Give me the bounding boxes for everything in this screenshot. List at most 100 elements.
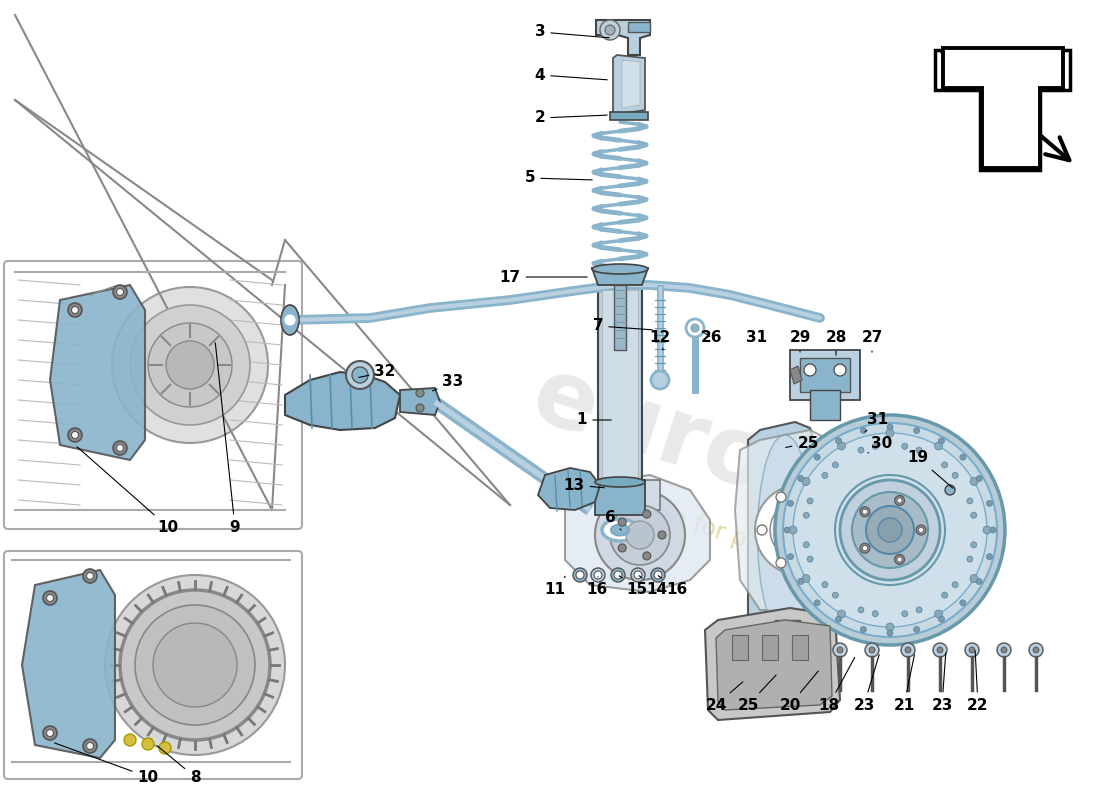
Circle shape bbox=[618, 518, 626, 526]
Circle shape bbox=[916, 607, 922, 613]
Circle shape bbox=[935, 610, 943, 618]
Ellipse shape bbox=[758, 435, 813, 635]
Circle shape bbox=[283, 313, 297, 327]
Circle shape bbox=[610, 505, 670, 565]
Circle shape bbox=[104, 575, 285, 755]
Circle shape bbox=[860, 543, 870, 554]
Circle shape bbox=[614, 571, 622, 579]
Circle shape bbox=[990, 527, 996, 533]
Circle shape bbox=[135, 605, 255, 725]
Circle shape bbox=[160, 742, 170, 754]
Circle shape bbox=[112, 287, 268, 443]
Circle shape bbox=[860, 427, 867, 434]
Circle shape bbox=[894, 554, 904, 565]
Circle shape bbox=[814, 600, 821, 606]
Circle shape bbox=[833, 525, 843, 535]
Circle shape bbox=[822, 472, 828, 478]
Circle shape bbox=[868, 453, 872, 457]
Text: 22: 22 bbox=[967, 650, 989, 713]
Polygon shape bbox=[800, 358, 850, 392]
Polygon shape bbox=[943, 48, 1063, 168]
Circle shape bbox=[117, 445, 123, 451]
Polygon shape bbox=[790, 366, 802, 384]
Circle shape bbox=[755, 485, 845, 575]
Circle shape bbox=[789, 526, 797, 534]
Circle shape bbox=[840, 480, 940, 580]
Circle shape bbox=[858, 607, 864, 613]
Circle shape bbox=[937, 647, 943, 653]
Circle shape bbox=[87, 573, 94, 579]
Ellipse shape bbox=[595, 477, 645, 487]
Circle shape bbox=[793, 433, 987, 627]
Circle shape bbox=[862, 546, 868, 550]
Text: 23: 23 bbox=[854, 654, 879, 713]
Text: 4: 4 bbox=[535, 67, 607, 82]
Circle shape bbox=[120, 590, 270, 740]
Circle shape bbox=[852, 492, 928, 568]
Polygon shape bbox=[22, 570, 115, 758]
Circle shape bbox=[987, 554, 992, 560]
Circle shape bbox=[68, 303, 82, 317]
Text: 11: 11 bbox=[544, 576, 565, 598]
Circle shape bbox=[43, 726, 57, 740]
Circle shape bbox=[346, 361, 374, 389]
Circle shape bbox=[416, 404, 424, 412]
Text: 8: 8 bbox=[157, 746, 200, 785]
Circle shape bbox=[901, 643, 915, 657]
Circle shape bbox=[997, 643, 1011, 657]
Ellipse shape bbox=[651, 568, 666, 582]
Circle shape bbox=[594, 571, 602, 579]
Circle shape bbox=[352, 367, 368, 383]
Circle shape bbox=[691, 324, 698, 332]
Text: 19: 19 bbox=[908, 450, 953, 488]
Polygon shape bbox=[790, 350, 860, 400]
Circle shape bbox=[43, 591, 57, 605]
Ellipse shape bbox=[610, 525, 629, 535]
Circle shape bbox=[642, 510, 651, 518]
Circle shape bbox=[784, 527, 790, 533]
Circle shape bbox=[148, 323, 232, 407]
Circle shape bbox=[634, 571, 642, 579]
Text: 26: 26 bbox=[702, 330, 723, 346]
Circle shape bbox=[858, 447, 864, 453]
Ellipse shape bbox=[591, 568, 605, 582]
Polygon shape bbox=[598, 288, 642, 510]
Text: 10: 10 bbox=[55, 743, 158, 785]
Text: 16: 16 bbox=[586, 577, 607, 598]
Circle shape bbox=[82, 569, 97, 583]
Circle shape bbox=[836, 616, 842, 622]
Polygon shape bbox=[735, 430, 850, 610]
Circle shape bbox=[953, 472, 958, 478]
Circle shape bbox=[46, 730, 54, 737]
Circle shape bbox=[166, 341, 214, 389]
Circle shape bbox=[860, 626, 867, 633]
Circle shape bbox=[654, 571, 662, 579]
Circle shape bbox=[836, 438, 842, 444]
Text: 3: 3 bbox=[535, 25, 609, 39]
Text: 14: 14 bbox=[639, 576, 668, 598]
Circle shape bbox=[902, 443, 908, 450]
Circle shape bbox=[804, 364, 816, 376]
FancyBboxPatch shape bbox=[4, 261, 302, 529]
Circle shape bbox=[686, 319, 704, 337]
Text: 28: 28 bbox=[825, 330, 847, 355]
Text: 16: 16 bbox=[658, 576, 688, 598]
Circle shape bbox=[942, 592, 947, 598]
Circle shape bbox=[798, 475, 804, 482]
Polygon shape bbox=[732, 635, 748, 660]
Text: 24: 24 bbox=[705, 682, 742, 713]
Circle shape bbox=[969, 647, 975, 653]
Circle shape bbox=[788, 554, 793, 560]
Circle shape bbox=[976, 475, 982, 482]
Text: 23: 23 bbox=[932, 653, 953, 713]
Circle shape bbox=[757, 525, 767, 535]
Circle shape bbox=[776, 492, 786, 502]
Circle shape bbox=[878, 518, 902, 542]
Circle shape bbox=[935, 442, 943, 450]
Circle shape bbox=[626, 521, 654, 549]
Circle shape bbox=[872, 443, 878, 450]
Circle shape bbox=[814, 492, 824, 502]
Circle shape bbox=[872, 610, 878, 617]
Circle shape bbox=[886, 623, 894, 631]
Circle shape bbox=[798, 578, 804, 585]
